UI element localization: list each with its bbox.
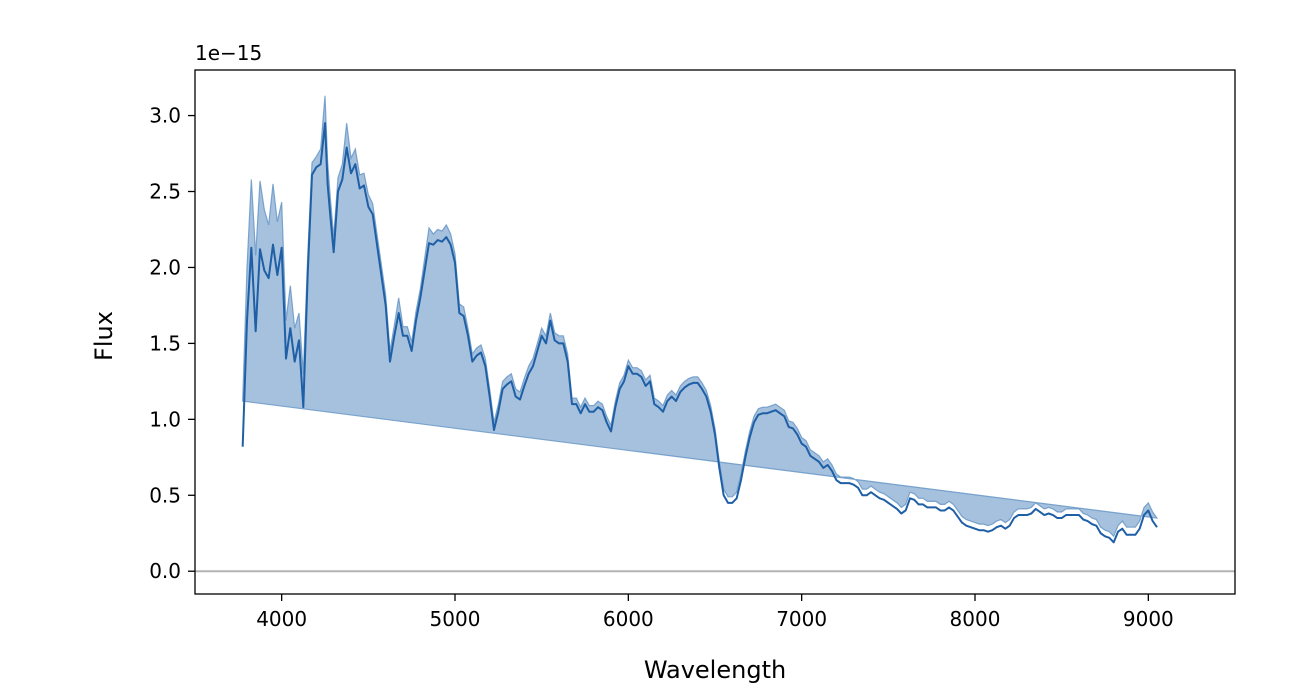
y-tick-label: 1.0 bbox=[149, 407, 181, 431]
y-tick-label: 1.5 bbox=[149, 331, 181, 355]
x-tick-label: 5000 bbox=[430, 607, 481, 631]
x-tick-label: 8000 bbox=[950, 607, 1001, 631]
y-axis-label: Flux bbox=[90, 311, 118, 361]
y-tick-label: 2.5 bbox=[149, 180, 181, 204]
y-tick-label: 0.5 bbox=[149, 483, 181, 507]
x-axis-label: Wavelength bbox=[644, 656, 786, 684]
x-tick-label: 6000 bbox=[603, 607, 654, 631]
y-axis-offset-label: 1e−15 bbox=[195, 41, 262, 65]
x-tick-label: 9000 bbox=[1123, 607, 1174, 631]
y-tick-label: 0.0 bbox=[149, 559, 181, 583]
x-tick-label: 4000 bbox=[256, 607, 307, 631]
y-tick-label: 3.0 bbox=[149, 104, 181, 128]
y-tick-label: 2.0 bbox=[149, 255, 181, 279]
x-tick-label: 7000 bbox=[776, 607, 827, 631]
